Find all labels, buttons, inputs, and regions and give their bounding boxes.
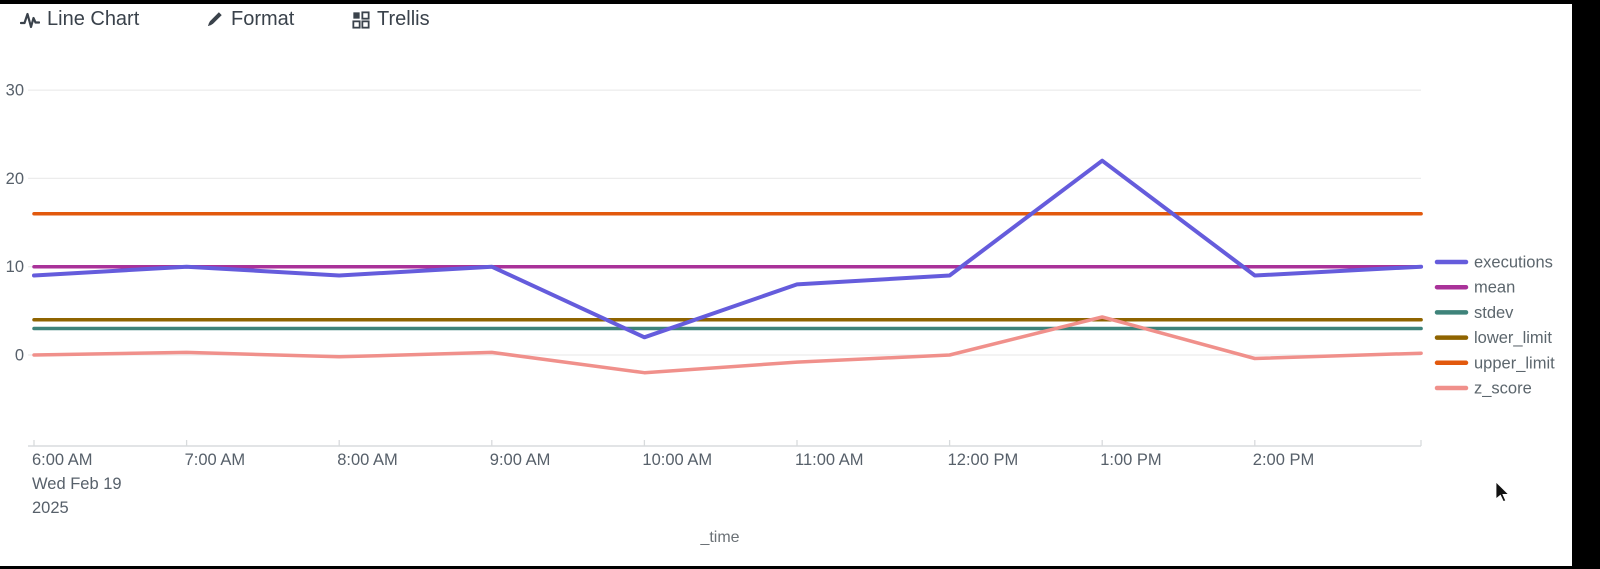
x-axis-tick-label: 11:00 AM: [795, 451, 864, 469]
y-axis-tick-label: 20: [6, 170, 24, 188]
tab-line-chart-label: Line Chart: [47, 8, 140, 30]
legend-label-stdev: stdev: [1474, 304, 1514, 322]
x-axis-tick-label: 1:00 PM: [1100, 451, 1161, 469]
legend-item-mean[interactable]: mean: [1434, 279, 1515, 297]
legend-item-upper_limit[interactable]: upper_limit: [1434, 354, 1555, 372]
x-axis-tick-label: 9:00 AM: [490, 451, 551, 469]
x-axis-date-label: 2025: [32, 499, 69, 517]
legend: executions mean stdev lower_limit upper_limi…: [1434, 254, 1555, 398]
tab-format-label: Format: [231, 8, 295, 30]
legend-item-lower_limit[interactable]: lower_limit: [1434, 329, 1552, 347]
series-line-z_score[interactable]: [32, 315, 1423, 375]
x-axis-date-label: Wed Feb 19: [32, 475, 122, 493]
legend-label-z_score: z_score: [1474, 380, 1532, 398]
x-axis-title: _time: [699, 529, 739, 546]
pulse-line-icon: [20, 10, 40, 30]
grid-icon: [352, 10, 370, 29]
x-axis-tick-label: 8:00 AM: [337, 451, 398, 469]
legend-item-stdev[interactable]: stdev: [1434, 304, 1514, 322]
chart-panel: Line Chart Format Trellis 0: [0, 4, 1572, 566]
mouse-cursor: [1495, 481, 1510, 503]
legend-label-executions: executions: [1474, 254, 1553, 272]
tab-line-chart[interactable]: Line Chart: [20, 8, 139, 31]
tab-trellis-label: Trellis: [377, 8, 430, 30]
paintbrush-icon: [205, 10, 224, 29]
x-axis-tick-label: 7:00 AM: [185, 451, 246, 469]
y-axis-tick-label: 10: [6, 258, 24, 276]
x-axis-tick-label: 2:00 PM: [1253, 451, 1314, 469]
toolbar: Line Chart Format Trellis: [0, 8, 1572, 38]
legend-item-executions[interactable]: executions: [1434, 254, 1553, 272]
legend-label-lower_limit: lower_limit: [1474, 329, 1552, 347]
y-axis-tick-label: 30: [6, 82, 24, 100]
x-axis-tick-label: 10:00 AM: [642, 451, 712, 469]
x-axis-tick-label: 6:00 AM: [32, 451, 93, 469]
tab-format[interactable]: Format: [205, 8, 294, 31]
y-axis-tick-label: 0: [15, 347, 24, 365]
x-axis-tick-label: 12:00 PM: [948, 451, 1019, 469]
legend-item-z_score[interactable]: z_score: [1434, 380, 1532, 398]
series-line-executions[interactable]: [32, 158, 1424, 340]
legend-label-mean: mean: [1474, 279, 1515, 297]
legend-label-upper_limit: upper_limit: [1474, 354, 1555, 372]
tab-trellis[interactable]: Trellis: [352, 8, 430, 31]
line-chart[interactable]: 0 10 20 30 6:00 AM 7:00 AM 8:00 AM 9:00 AM 10:00…: [0, 4, 1572, 566]
